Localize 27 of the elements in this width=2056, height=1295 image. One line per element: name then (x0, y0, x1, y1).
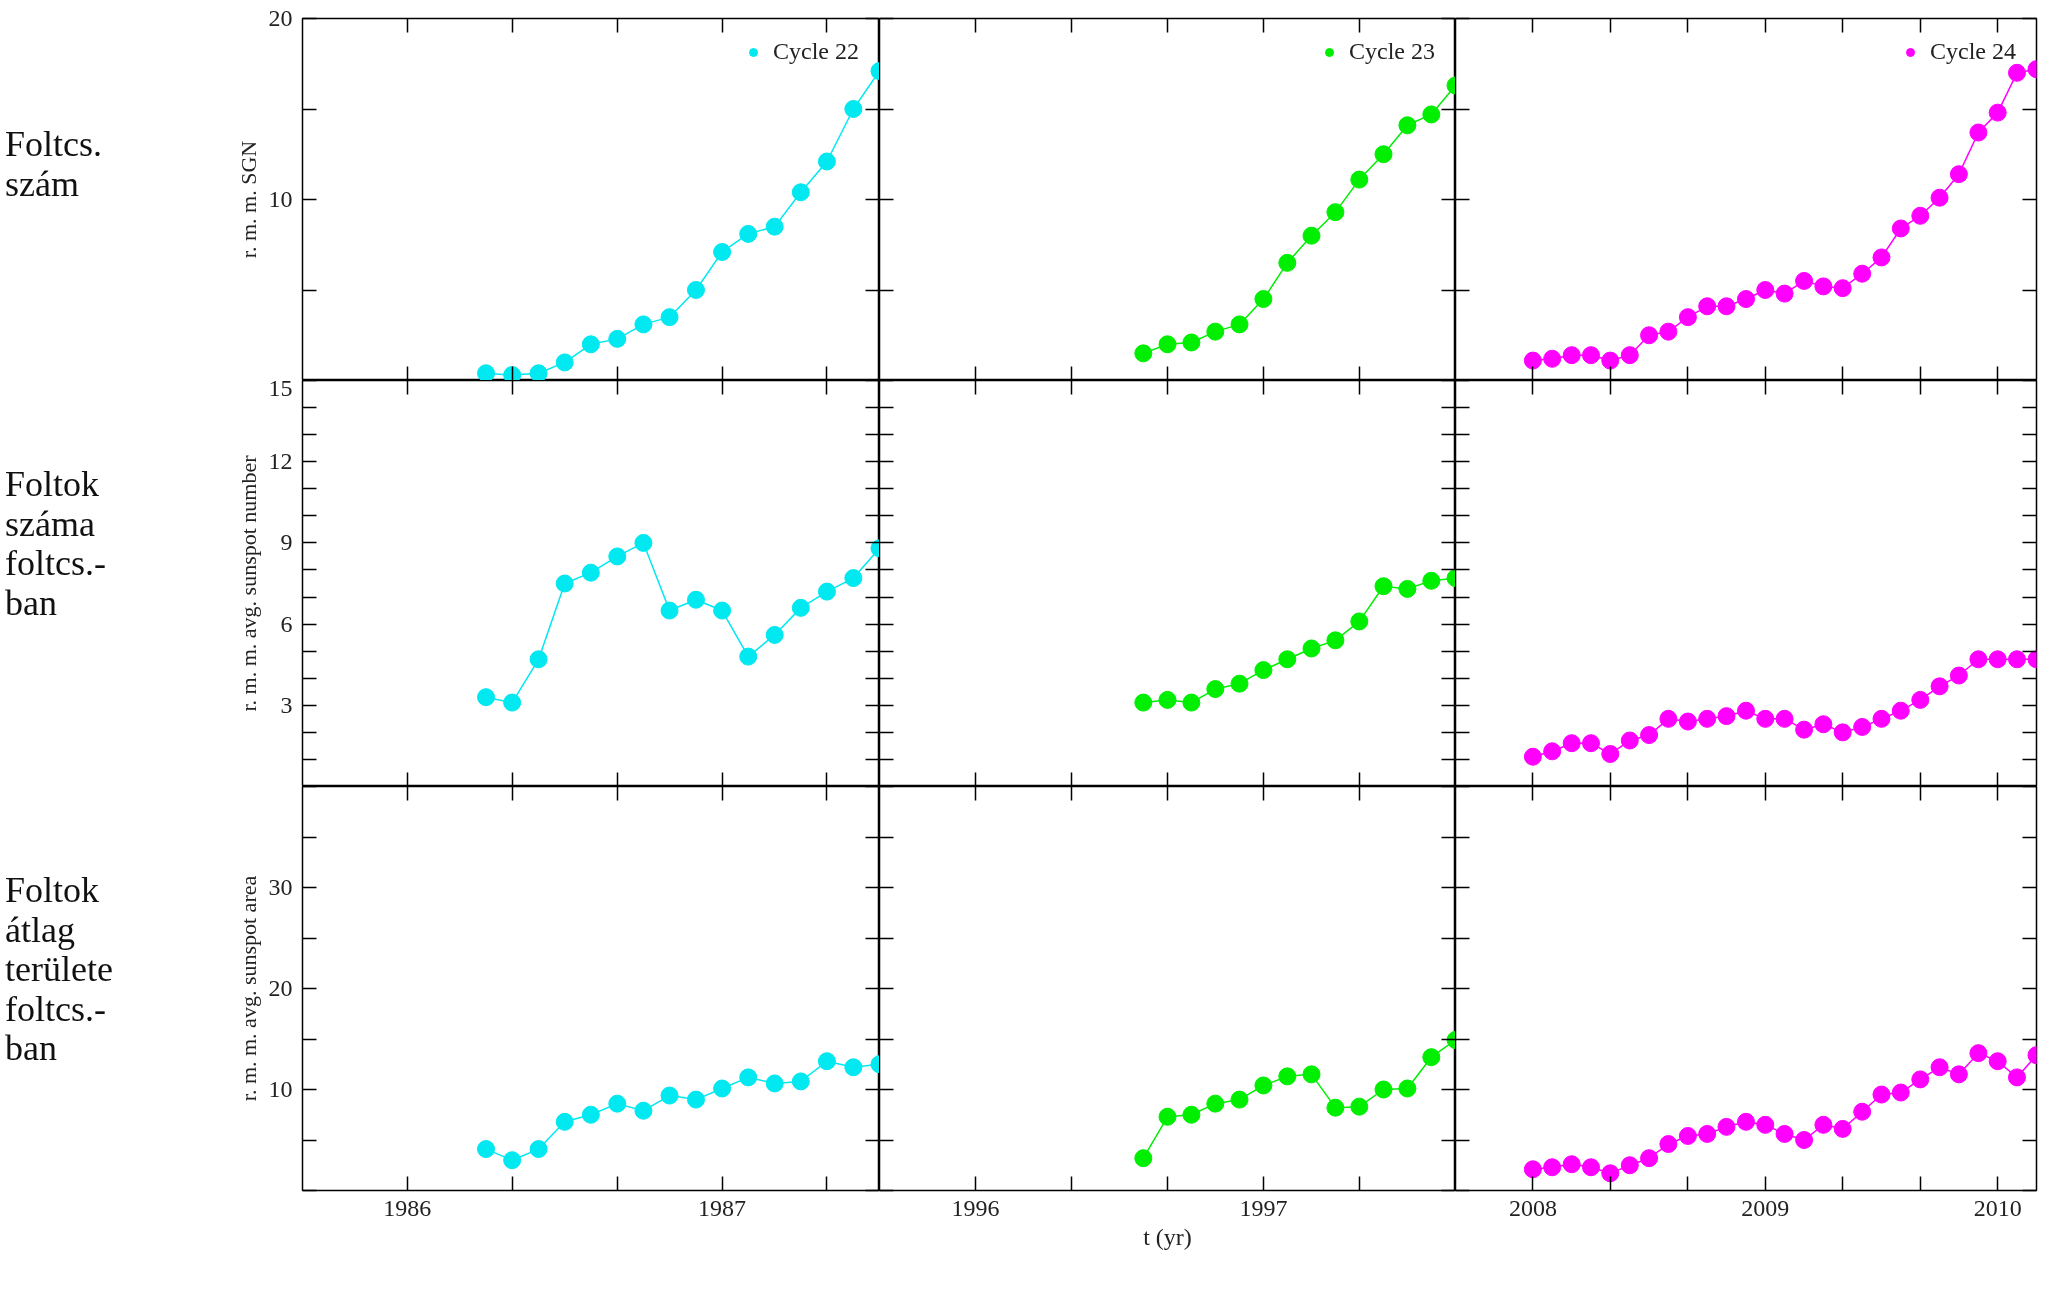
y-axis-title: r. m. m. avg. sunspot number (235, 454, 261, 712)
text: Foltok száma foltcs.-ban (5, 464, 107, 624)
text: Foltcs. szám (5, 124, 103, 205)
y-axis-title: r. m. m. avg. sunspot area (235, 875, 261, 1102)
y-tick-label: 20 (268, 5, 293, 31)
x-tick-label: 2009 (1741, 1194, 1790, 1221)
y-tick-label: 10 (268, 1076, 293, 1102)
x-tick-label: 1987 (698, 1194, 747, 1221)
y-tick-label: 3 (280, 691, 293, 718)
y-tick-label: 6 (280, 610, 293, 637)
y-tick-label: 30 (268, 874, 293, 900)
x-tick-label: 1996 (951, 1194, 1000, 1221)
legend-label: Cycle 22 (773, 38, 859, 65)
y-tick-label: 9 (280, 529, 293, 556)
x-tick-label: 2010 (1973, 1194, 2022, 1221)
y-tick-label: 12 (268, 448, 293, 475)
legend-label: Cycle 23 (1349, 38, 1435, 65)
x-axis-title: t (yr) (1143, 1223, 1192, 1250)
y-tick-label: 15 (268, 374, 293, 401)
x-tick-label: 1986 (383, 1194, 432, 1221)
legend-label: Cycle 24 (1930, 38, 2016, 65)
y-axis-title: r. m. m. SGN (235, 140, 261, 259)
text: Foltok átlag területe foltcs.-ban (5, 870, 114, 1069)
y-tick-label: 20 (268, 975, 293, 1001)
y-tick-label: 10 (268, 186, 293, 212)
x-tick-label: 1997 (1239, 1194, 1288, 1221)
x-tick-label: 2008 (1508, 1194, 1557, 1221)
